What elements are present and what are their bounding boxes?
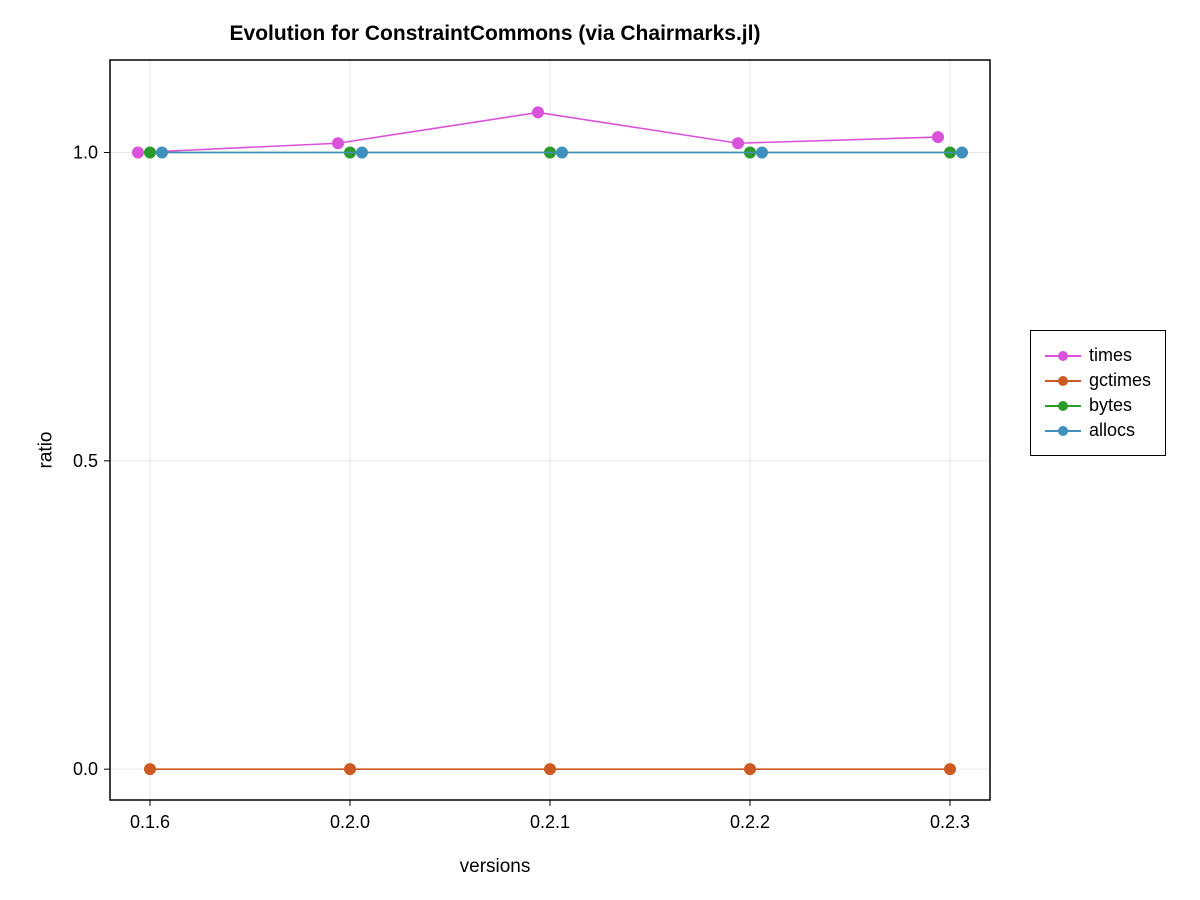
x-axis-label: versions — [0, 856, 990, 878]
series-marker-gctimes — [144, 763, 156, 775]
legend-dot-icon — [1058, 351, 1068, 361]
legend-item-bytes: bytes — [1045, 395, 1151, 416]
series-marker-allocs — [356, 147, 368, 159]
legend-label: gctimes — [1089, 370, 1151, 391]
legend-swatch — [1045, 374, 1081, 388]
series-marker-allocs — [556, 147, 568, 159]
chart-plot: 0.1.6 0.2.0 0.2.1 0.2.2 0.2.3 0.0 0.5 1.0 — [0, 0, 1200, 900]
x-tick-label: 0.2.2 — [730, 812, 770, 832]
legend-label: bytes — [1089, 395, 1132, 416]
chart-container: Evolution for ConstraintCommons (via Cha… — [0, 0, 1200, 900]
series-marker-allocs — [756, 147, 768, 159]
legend-item-times: times — [1045, 345, 1151, 366]
legend: times gctimes bytes allocs — [1030, 330, 1166, 456]
series-marker-allocs — [956, 147, 968, 159]
series-marker-gctimes — [944, 763, 956, 775]
series-marker-times — [932, 131, 944, 143]
x-tick-label: 0.2.0 — [330, 812, 370, 832]
legend-swatch — [1045, 424, 1081, 438]
x-tick-label: 0.2.1 — [530, 812, 570, 832]
series-marker-gctimes — [544, 763, 556, 775]
legend-item-gctimes: gctimes — [1045, 370, 1151, 391]
series-marker-allocs — [156, 147, 168, 159]
series-marker-times — [732, 137, 744, 149]
series-marker-times — [332, 137, 344, 149]
y-axis-label: ratio — [28, 0, 65, 900]
legend-swatch — [1045, 399, 1081, 413]
series-marker-gctimes — [744, 763, 756, 775]
legend-label: allocs — [1089, 420, 1135, 441]
legend-dot-icon — [1058, 426, 1068, 436]
series-marker-bytes — [144, 147, 156, 159]
x-tick-label: 0.1.6 — [130, 812, 170, 832]
legend-swatch — [1045, 349, 1081, 363]
legend-dot-icon — [1058, 376, 1068, 386]
series-marker-times — [132, 147, 144, 159]
legend-item-allocs: allocs — [1045, 420, 1151, 441]
y-tick-label: 1.0 — [73, 143, 98, 163]
series-marker-times — [532, 106, 544, 118]
y-tick-label: 0.0 — [73, 759, 98, 779]
y-tick-label: 0.5 — [73, 451, 98, 471]
legend-label: times — [1089, 345, 1132, 366]
legend-dot-icon — [1058, 401, 1068, 411]
chart-title: Evolution for ConstraintCommons (via Cha… — [0, 22, 990, 46]
series-marker-gctimes — [344, 763, 356, 775]
x-tick-label: 0.2.3 — [930, 812, 970, 832]
series-line-times — [138, 112, 938, 152]
